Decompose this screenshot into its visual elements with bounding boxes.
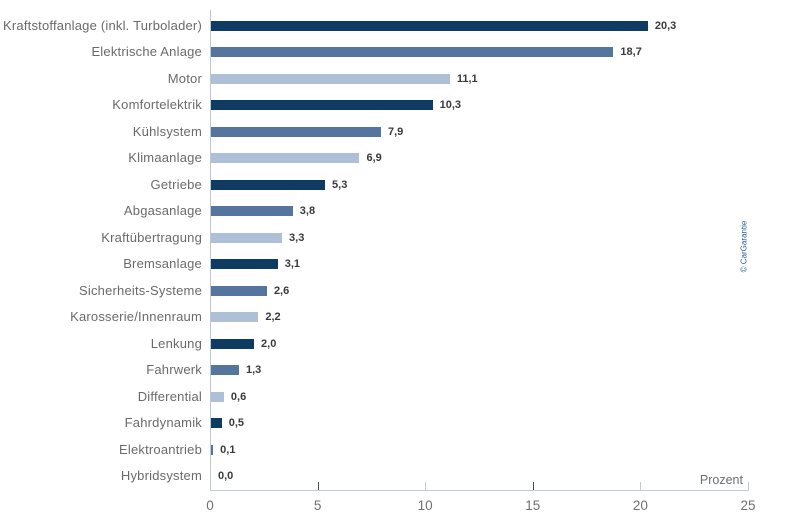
x-axis-tick <box>748 482 749 490</box>
bar-row: Sicherheits-Systeme 2,6 <box>0 278 800 305</box>
bar-row: Klimaanlage 6,9 <box>0 145 800 172</box>
category-label: Komfortelektrik <box>112 97 202 112</box>
x-axis-tick <box>425 482 427 490</box>
category-label: Lenkung <box>150 335 202 351</box>
y-axis-line <box>210 10 211 490</box>
value-label: 0,1 <box>220 443 236 456</box>
bar <box>211 179 326 190</box>
category-label: Elektrische Anlage <box>91 44 202 59</box>
category-label: Kraftübertragung <box>101 229 202 245</box>
bar <box>211 418 222 429</box>
bar <box>211 365 239 376</box>
x-axis-title: Prozent <box>699 473 743 487</box>
x-axis-tick-label: 10 <box>417 498 433 513</box>
bar <box>211 100 433 111</box>
value-label: 11,1 <box>456 72 478 85</box>
bar <box>211 153 360 164</box>
bar-row: Fahrdynamik 0,5 <box>0 410 800 437</box>
bar <box>211 285 267 296</box>
category-label: Bremsanlage <box>123 256 202 271</box>
bar-row: Karosserie/Innenraum 2,2 <box>0 304 800 331</box>
x-axis-tick-label: 15 <box>525 498 541 513</box>
bar <box>211 126 381 137</box>
value-label: 2,2 <box>265 311 281 323</box>
category-label: Motor <box>167 70 202 86</box>
value-label: 5,3 <box>332 178 348 191</box>
value-label: 0,6 <box>230 390 247 403</box>
category-label: Kraftstoffanlage (inkl. Turbolader) <box>3 17 202 33</box>
x-axis-tick <box>317 482 319 490</box>
bar-row: Elektrische Anlage 18,7 <box>0 39 800 66</box>
category-label: Fahrwerk <box>146 362 202 377</box>
bar <box>211 232 283 243</box>
value-label: 3,8 <box>299 205 316 217</box>
category-label: Abgasanlage <box>123 203 202 218</box>
bar-row: Kraftstoffanlage (inkl. Turbolader) 20,3 <box>0 13 800 40</box>
bar-row: Komfortelektrik 10,3 <box>0 92 800 119</box>
bar-row: Motor 11,1 <box>0 66 800 93</box>
bar <box>211 206 293 217</box>
bar <box>211 73 450 84</box>
bar-row: Kühlsystem 7,9 <box>0 119 800 146</box>
bar-row: Elektroantrieb 0,1 <box>0 437 800 464</box>
x-axis-tick-label: 0 <box>206 498 214 513</box>
bar <box>211 444 214 455</box>
bar <box>211 391 224 402</box>
bar-row: Kraftübertragung 3,3 <box>0 225 800 252</box>
x-axis-tick-label: 25 <box>740 498 756 513</box>
bar-row: Lenkung 2,0 <box>0 331 800 358</box>
bar-row: Differential 0,6 <box>0 384 800 411</box>
value-label: 18,7 <box>620 46 642 58</box>
value-label: 3,3 <box>289 231 305 244</box>
bar <box>211 47 614 58</box>
x-axis-line <box>210 490 749 491</box>
value-label: 0,5 <box>228 417 245 429</box>
bar <box>211 20 648 31</box>
value-label: 6,9 <box>366 152 382 164</box>
x-axis-tick-label: 5 <box>313 498 322 513</box>
value-label: 2,0 <box>261 337 277 350</box>
category-label: Karosserie/Innenraum <box>70 309 202 324</box>
bar-row: Bremsanlage 3,1 <box>0 251 800 278</box>
bar-row: Abgasanlage 3,8 <box>0 198 800 225</box>
category-label: Fahrdynamik <box>124 415 202 430</box>
x-axis-tick <box>532 482 534 490</box>
bar-row: Hybridsystem 0,0 <box>0 463 800 490</box>
category-label: Differential <box>137 388 202 404</box>
bar <box>211 312 259 323</box>
bar <box>211 259 278 270</box>
x-axis-tick <box>640 482 642 490</box>
value-label: 7,9 <box>388 125 404 138</box>
category-label: Hybridsystem <box>120 468 202 483</box>
value-label: 20,3 <box>654 19 677 32</box>
bar-row: Getriebe 5,3 <box>0 172 800 199</box>
x-axis-tick-label: 20 <box>632 498 648 513</box>
copyright-credit: © CarGarantie <box>739 220 749 273</box>
category-label: Klimaanlage <box>128 150 202 165</box>
value-label: 3,1 <box>284 258 300 270</box>
category-label: Sicherheits-Systeme <box>78 282 202 298</box>
value-label: 2,6 <box>273 284 290 297</box>
bar-row: Fahrwerk 1,3 <box>0 357 800 384</box>
bar <box>211 338 255 349</box>
value-label: 10,3 <box>439 99 462 111</box>
value-label: 1,3 <box>245 364 262 376</box>
category-label: Getriebe <box>150 176 202 192</box>
category-label: Elektroantrieb <box>118 441 202 457</box>
value-label: 0,0 <box>218 470 234 482</box>
category-label: Kühlsystem <box>132 123 202 139</box>
